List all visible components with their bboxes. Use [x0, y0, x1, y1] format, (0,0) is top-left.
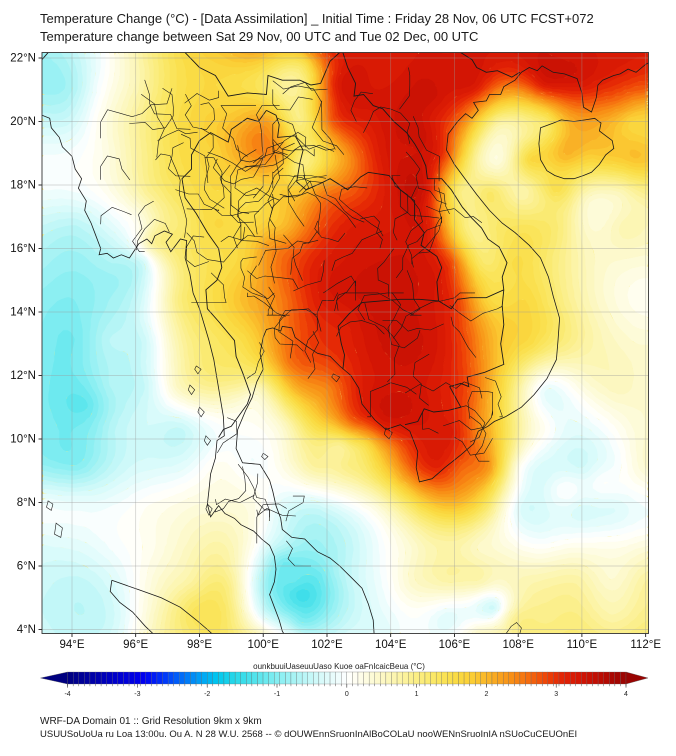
svg-text:110°E: 110°E: [567, 639, 598, 651]
svg-text:1: 1: [415, 691, 419, 698]
svg-text:98°E: 98°E: [187, 639, 212, 651]
svg-text:3: 3: [554, 691, 558, 698]
svg-text:-4: -4: [64, 691, 70, 698]
svg-text:108°E: 108°E: [502, 639, 534, 651]
svg-text:18°N: 18°N: [10, 180, 36, 192]
svg-text:16°N: 16°N: [10, 243, 36, 255]
svg-text:22°N: 22°N: [10, 53, 36, 65]
svg-text:0: 0: [345, 691, 349, 698]
svg-text:12°N: 12°N: [10, 370, 36, 382]
svg-text:4°N: 4°N: [17, 624, 36, 636]
svg-text:ounkbuuiUaseuuUaso Kuoe oaFnIc: ounkbuuiUaseuuUaso Kuoe oaFnIcaicBeua (°…: [253, 662, 425, 671]
svg-text:4: 4: [624, 691, 628, 698]
svg-text:14°N: 14°N: [10, 307, 36, 319]
svg-text:20°N: 20°N: [10, 116, 36, 128]
svg-text:8°N: 8°N: [17, 497, 36, 509]
svg-text:106°E: 106°E: [439, 639, 471, 651]
svg-text:96°E: 96°E: [123, 639, 148, 651]
svg-text:2: 2: [484, 691, 488, 698]
svg-text:94°E: 94°E: [59, 639, 84, 651]
svg-text:112°E: 112°E: [630, 639, 661, 651]
svg-text:-3: -3: [134, 691, 140, 698]
svg-text:104°E: 104°E: [375, 639, 407, 651]
svg-text:10°N: 10°N: [10, 434, 36, 446]
svg-text:100°E: 100°E: [247, 639, 279, 651]
svg-text:-2: -2: [204, 691, 210, 698]
svg-text:102°E: 102°E: [311, 639, 343, 651]
svg-text:6°N: 6°N: [17, 561, 36, 573]
svg-text:-1: -1: [274, 691, 280, 698]
